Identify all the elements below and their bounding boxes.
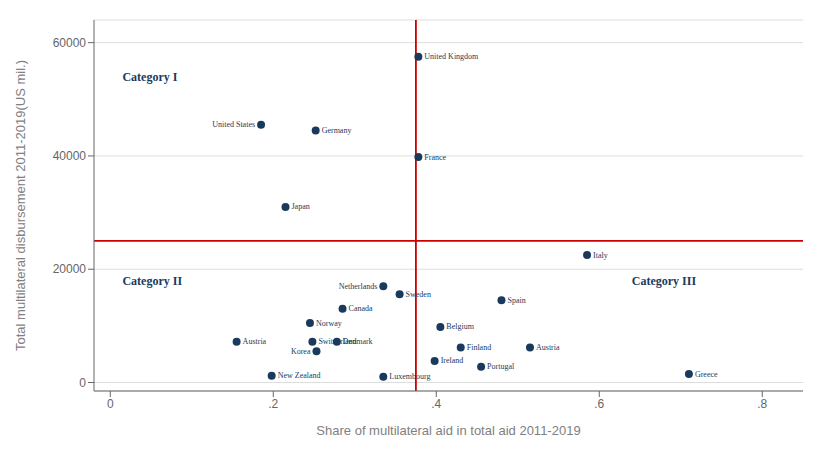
svg-text:Category I: Category I [122,70,177,84]
svg-text:Belgium: Belgium [446,322,474,331]
svg-text:Total multilateral disbursemen: Total multilateral disbursement 2011-201… [13,60,28,351]
svg-text:Denmark: Denmark [343,337,373,346]
svg-text:Finland: Finland [467,343,491,352]
svg-text:Austria: Austria [243,337,267,346]
svg-text:Korea: Korea [291,347,311,356]
svg-text:Ireland: Ireland [441,356,464,365]
svg-text:Greece: Greece [695,370,718,379]
svg-text:40000: 40000 [53,149,87,163]
svg-text:Canada: Canada [349,304,373,313]
svg-text:.4: .4 [431,397,441,411]
svg-text:United Kingdom: United Kingdom [424,52,479,61]
svg-text:Luxembourg: Luxembourg [389,372,430,381]
svg-text:Category II: Category II [122,274,182,288]
svg-text:Japan: Japan [292,202,310,211]
svg-text:United States: United States [212,120,255,129]
svg-text:Austria: Austria [536,343,560,352]
svg-text:20000: 20000 [53,262,87,276]
svg-text:Category III: Category III [632,274,697,288]
svg-text:France: France [424,153,446,162]
svg-text:Germany: Germany [322,126,352,135]
svg-text:Norway: Norway [316,319,342,328]
svg-text:Netherlands: Netherlands [339,282,378,291]
svg-text:Portugal: Portugal [487,362,515,371]
svg-text:Share of multilateral aid in t: Share of multilateral aid in total aid 2… [316,423,580,438]
svg-text:0: 0 [107,397,114,411]
svg-text:Italy: Italy [593,251,608,260]
svg-text:.6: .6 [594,397,604,411]
svg-text:Sweden: Sweden [406,290,431,299]
svg-text:.8: .8 [757,397,767,411]
svg-text:Spain: Spain [507,296,525,305]
svg-text:0: 0 [79,376,86,390]
svg-text:Switzerland: Switzerland [318,337,357,347]
svg-text:.2: .2 [268,397,278,411]
svg-text:60000: 60000 [53,36,87,50]
svg-text:New Zealand: New Zealand [278,371,321,380]
